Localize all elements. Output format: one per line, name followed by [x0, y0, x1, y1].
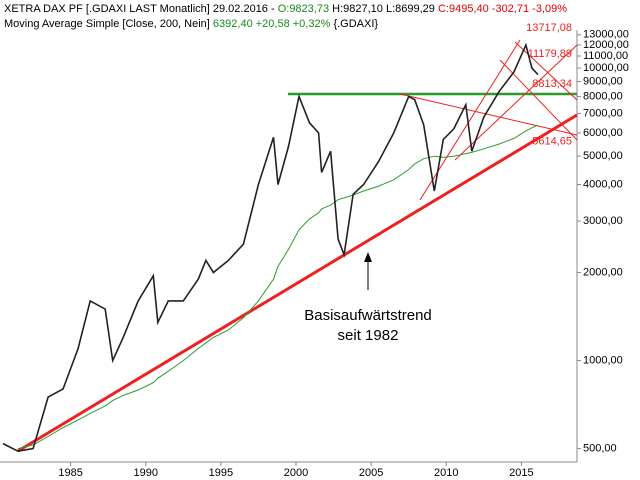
plot-area: Basisaufwärtstrend seit 1982 500,00 1000,…: [0, 22, 629, 479]
y-tick-label: 13000,00: [583, 29, 629, 41]
series-line: [2, 42, 539, 453]
x-tick-label: 1990: [134, 467, 158, 479]
header-line: XETRA DAX PF [.GDAXI LAST Monatlich] 29.…: [4, 3, 567, 15]
x-tick-label: 1995: [209, 467, 233, 479]
x-tick-label: 2000: [284, 467, 308, 479]
level-label: 8813,34: [532, 78, 572, 90]
y-tick-label: 9000,00: [583, 75, 623, 87]
header-text: O:9823,73: [278, 3, 329, 15]
arrow-head: [364, 252, 372, 262]
header-text: {.GDAXI}: [333, 18, 378, 30]
y-tick-label: 1000,00: [583, 354, 623, 366]
x-tick-label: 2015: [509, 467, 533, 479]
channel-line: [399, 93, 578, 136]
x-tick-label: 2005: [359, 467, 383, 479]
channel-line: [514, 41, 578, 101]
header-line: Moving Average Simple [Close, 200, Nein]…: [4, 18, 378, 30]
y-tick-label: 2000,00: [583, 266, 623, 278]
y-tick-label: 10000,00: [583, 62, 629, 74]
header-text: C:9495,40 -302,71 -3,09%: [438, 3, 567, 15]
y-tick-label: 5000,00: [583, 150, 623, 162]
y-tick-label: 8000,00: [583, 90, 623, 102]
y-tick-label: 12000,00: [583, 39, 629, 51]
level-label: 13717,08: [526, 22, 572, 34]
header-text: 6392,40 +20,58 +0,32%: [213, 18, 331, 30]
header: XETRA DAX PF [.GDAXI LAST Monatlich] 29.…: [4, 3, 567, 30]
y-tick-label: 11000,00: [583, 50, 628, 62]
x-tick-label: 2010: [434, 467, 458, 479]
y-tick-label: 6000,00: [583, 127, 623, 139]
annotation: seit 1982: [338, 327, 399, 344]
y-tick-label: 500,00: [583, 443, 617, 455]
header-text: H:9827,10 L:8699,29: [332, 3, 435, 15]
annotation: Basisaufwärtstrend: [304, 307, 432, 324]
header-text: Moving Average Simple [Close, 200, Nein]: [4, 18, 210, 30]
level-label: 11179,89: [528, 48, 572, 60]
y-tick-label: 3000,00: [583, 215, 623, 227]
level-label: 5614,65: [532, 135, 572, 147]
x-tick-label: 1985: [58, 467, 82, 479]
series-line: [17, 124, 539, 450]
y-tick-label: 7000,00: [583, 107, 623, 119]
base-trend-line: [17, 113, 578, 453]
header-text: XETRA DAX PF [.GDAXI LAST Monatlich] 29.…: [4, 3, 275, 15]
y-tick-label: 4000,00: [583, 178, 623, 190]
